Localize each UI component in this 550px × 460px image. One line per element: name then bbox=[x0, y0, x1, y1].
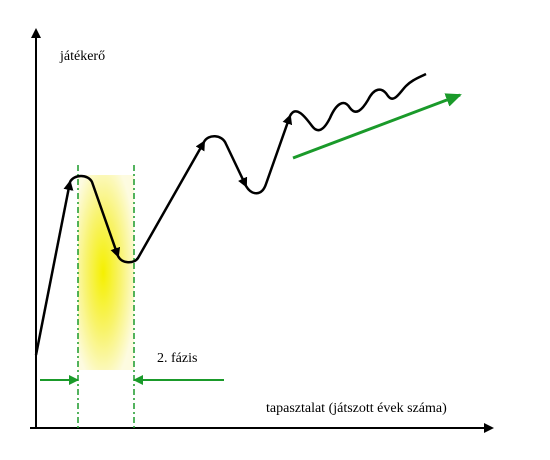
skill-curve bbox=[34, 72, 427, 356]
x-axis-label: tapasztalat (játszott évek száma) bbox=[266, 401, 447, 416]
phase-highlight bbox=[78, 175, 134, 370]
y-axis-label: játékerő bbox=[59, 49, 105, 64]
phase-label: 2. fázis bbox=[157, 351, 197, 366]
trend-arrow bbox=[292, 93, 462, 160]
